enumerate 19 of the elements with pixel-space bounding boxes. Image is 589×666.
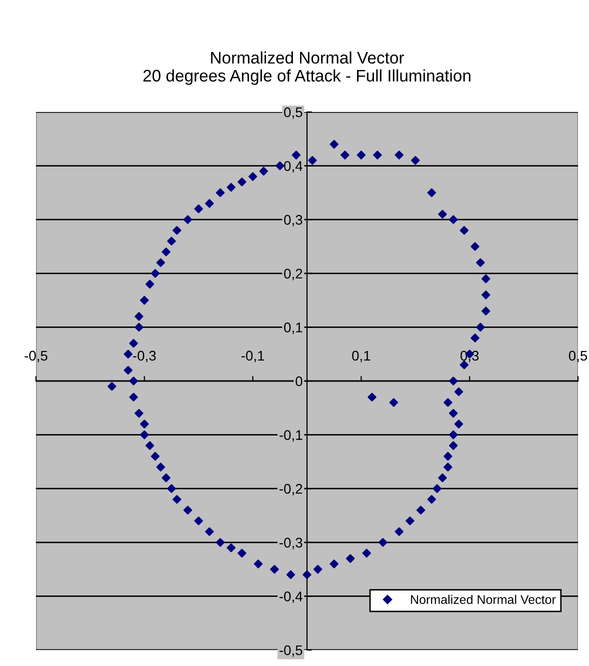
- x-tick-label: -0,3: [133, 350, 156, 362]
- x-tick-label: 0,1: [352, 350, 370, 362]
- x-tick-label: 0,5: [568, 350, 588, 362]
- y-tick-label: 0,3: [284, 214, 302, 226]
- y-tick-label: 0,1: [284, 322, 302, 334]
- y-tick-label: -0,5: [280, 645, 302, 657]
- y-tick-label: -0,3: [280, 538, 302, 550]
- x-tick-label: -0,1: [241, 350, 264, 362]
- y-tick-label: -0,2: [280, 484, 302, 496]
- y-tick-label: 0,5: [284, 107, 302, 119]
- chart-title: Normalized Normal Vector 20 degrees Angle of Attack - Full Illumination: [143, 51, 470, 85]
- x-tick-label: -0,5: [24, 350, 48, 362]
- x-tick-label: 0,3: [460, 350, 479, 362]
- y-tick-label: 0,2: [284, 268, 302, 280]
- y-tick-label: 0,4: [284, 161, 302, 173]
- y-tick-label: -0,1: [280, 430, 302, 442]
- y-tick-label: 0: [296, 376, 302, 386]
- legend-label: Normalized Normal Vector: [411, 594, 556, 604]
- y-tick-label: -0,4: [280, 592, 302, 604]
